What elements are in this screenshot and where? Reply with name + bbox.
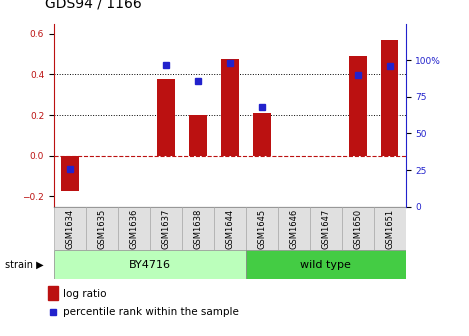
Bar	[48, 286, 58, 300]
Text: log ratio: log ratio	[63, 289, 106, 298]
Text: GSM1651: GSM1651	[385, 208, 394, 249]
Text: strain ▶: strain ▶	[5, 260, 43, 269]
FancyBboxPatch shape	[214, 207, 246, 250]
Text: GSM1650: GSM1650	[353, 208, 362, 249]
Text: GSM1646: GSM1646	[289, 208, 298, 249]
FancyBboxPatch shape	[150, 207, 182, 250]
Text: GSM1647: GSM1647	[321, 208, 330, 249]
Bar	[381, 40, 399, 156]
Text: GDS94 / 1166: GDS94 / 1166	[45, 0, 141, 10]
FancyBboxPatch shape	[310, 207, 342, 250]
Bar	[349, 56, 366, 156]
FancyBboxPatch shape	[342, 207, 374, 250]
FancyBboxPatch shape	[86, 207, 118, 250]
Text: GSM1634: GSM1634	[65, 208, 75, 249]
Text: GSM1644: GSM1644	[225, 208, 234, 249]
FancyBboxPatch shape	[278, 207, 310, 250]
Text: GSM1645: GSM1645	[257, 208, 266, 249]
FancyBboxPatch shape	[246, 207, 278, 250]
FancyBboxPatch shape	[182, 207, 214, 250]
Text: GSM1636: GSM1636	[129, 208, 138, 249]
Text: percentile rank within the sample: percentile rank within the sample	[63, 307, 239, 318]
Text: BY4716: BY4716	[129, 260, 171, 269]
FancyBboxPatch shape	[246, 250, 406, 279]
Bar	[221, 59, 239, 156]
FancyBboxPatch shape	[54, 207, 86, 250]
FancyBboxPatch shape	[54, 250, 246, 279]
FancyBboxPatch shape	[374, 207, 406, 250]
Bar	[253, 113, 271, 156]
Text: wild type: wild type	[300, 260, 351, 269]
Text: GSM1637: GSM1637	[161, 208, 170, 249]
Text: GSM1635: GSM1635	[98, 208, 106, 249]
Bar	[61, 156, 79, 192]
Bar	[157, 80, 174, 156]
FancyBboxPatch shape	[118, 207, 150, 250]
Text: GSM1638: GSM1638	[193, 208, 202, 249]
Bar	[189, 115, 207, 156]
